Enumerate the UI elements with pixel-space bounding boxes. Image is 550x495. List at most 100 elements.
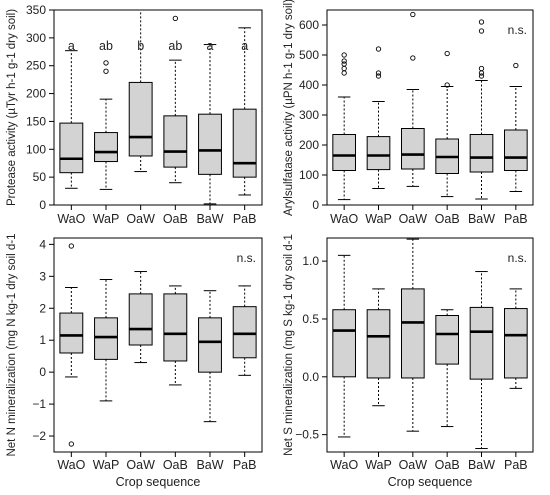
y-tick-label: −0.5 — [295, 428, 319, 442]
y-tick-label: 150 — [26, 114, 46, 128]
outlier-point — [341, 52, 347, 58]
box-PaB — [504, 129, 528, 171]
y-tick-label: 4 — [39, 237, 46, 251]
x-tick-label: OaW — [126, 458, 155, 472]
significance-letter: a — [68, 39, 75, 53]
box-WaO — [59, 122, 84, 174]
box-OaB — [163, 293, 188, 362]
plot-frame — [53, 9, 263, 206]
x-tick-label: PaB — [233, 212, 257, 226]
outlier-point — [375, 73, 382, 79]
outlier-point — [478, 65, 485, 72]
box-WaP — [366, 136, 391, 171]
outlier-point — [444, 82, 450, 88]
outlier-point — [172, 15, 178, 22]
outlier-point — [410, 55, 416, 61]
y-tick-label: 100 — [26, 142, 46, 156]
y-tick-label: −1 — [32, 397, 46, 411]
x-tick-label: BaW — [196, 458, 223, 472]
y-tick-label: 350 — [26, 3, 46, 17]
x-tick-label: BaW — [468, 212, 495, 226]
box-BaW — [198, 113, 222, 175]
y-tick-label: 0.0 — [302, 370, 319, 384]
box-OaW — [401, 128, 425, 170]
x-tick-label: WaP — [365, 212, 392, 226]
x-tick-label: OaW — [126, 212, 155, 226]
box-OaB — [163, 115, 188, 168]
significance-letter: a — [207, 39, 214, 53]
x-tick-label: WaP — [365, 458, 392, 472]
y-tick-label: 0 — [312, 198, 319, 212]
box-BaW — [469, 134, 494, 173]
outlier-point — [341, 70, 347, 76]
x-tick-label: PaB — [504, 212, 528, 226]
x-tick-label: PaB — [504, 458, 528, 472]
box-OaW — [128, 81, 153, 157]
y-tick-label: 2 — [39, 301, 46, 315]
outlier-point — [444, 50, 450, 57]
x-tick-label: OaB — [435, 212, 460, 226]
y-tick-label: 300 — [26, 31, 46, 45]
y-tick-label: 600 — [299, 18, 319, 32]
y-tick-label: 400 — [299, 78, 319, 92]
box-PaB — [504, 308, 528, 379]
x-tick-label: WaP — [93, 212, 120, 226]
y-axis-label: Arylsulfatase activity (µPN h-1 g-1 dry … — [283, 0, 295, 216]
box-WaO — [332, 134, 356, 171]
x-tick-label: OaB — [163, 458, 188, 472]
y-tick-label: 500 — [299, 48, 319, 62]
x-tick-label: WaO — [57, 458, 85, 472]
x-tick-label: WaO — [330, 458, 358, 472]
significance-annotation: n.s. — [508, 23, 527, 37]
box-WaO — [332, 309, 356, 378]
box-BaW — [469, 306, 494, 380]
x-axis-label-right: Crop sequence — [388, 475, 473, 489]
outlier-point — [103, 60, 109, 66]
outlier-point — [341, 65, 347, 72]
y-tick-label: 250 — [26, 59, 46, 73]
box-WaP — [366, 309, 391, 379]
outlier-point — [68, 441, 74, 447]
x-tick-label: WaO — [57, 212, 85, 226]
significance-letter: ab — [168, 39, 182, 53]
outlier-point — [478, 28, 485, 34]
y-axis-label: Net S mineralization (mg S kg-1 dry soil… — [283, 234, 295, 456]
y-tick-label: 200 — [26, 87, 46, 101]
y-tick-label: 0 — [39, 365, 46, 379]
significance-letter: b — [137, 39, 144, 53]
y-axis-label: Protease activity (µTyr h-1 g-1 dry soil… — [6, 9, 18, 206]
x-tick-label: OaW — [399, 212, 428, 226]
outlier-point — [478, 19, 485, 25]
y-tick-label: 1 — [39, 333, 46, 347]
box-BaW — [198, 317, 222, 373]
x-tick-label: OaW — [399, 458, 428, 472]
y-tick-label: −2 — [32, 429, 46, 443]
outlier-point — [478, 70, 485, 76]
x-tick-label: OaB — [435, 458, 460, 472]
y-tick-label: 200 — [299, 138, 319, 152]
outlier-point — [68, 243, 74, 249]
x-tick-label: BaW — [196, 212, 223, 226]
outlier-point — [375, 70, 382, 76]
outlier-point — [103, 68, 109, 74]
box-OaW — [401, 288, 425, 379]
outlier-point — [478, 73, 485, 79]
outlier-point — [513, 62, 519, 69]
outlier-point — [375, 46, 382, 52]
x-axis-label-left: Crop sequence — [116, 475, 201, 489]
x-tick-label: BaW — [468, 458, 495, 472]
box-WaP — [94, 317, 118, 360]
y-tick-label: 0.5 — [302, 312, 319, 326]
y-tick-label: 300 — [299, 108, 319, 122]
plot-frame — [326, 9, 534, 206]
x-tick-label: WaO — [330, 212, 358, 226]
y-tick-label: 50 — [33, 170, 47, 184]
y-tick-label: 1.0 — [302, 254, 319, 268]
y-tick-label: 3 — [39, 269, 46, 283]
x-tick-label: OaB — [163, 212, 188, 226]
outlier-point — [341, 61, 347, 67]
significance-letter: a — [241, 39, 248, 53]
plot-frame — [326, 237, 534, 453]
outlier-point — [341, 58, 347, 64]
